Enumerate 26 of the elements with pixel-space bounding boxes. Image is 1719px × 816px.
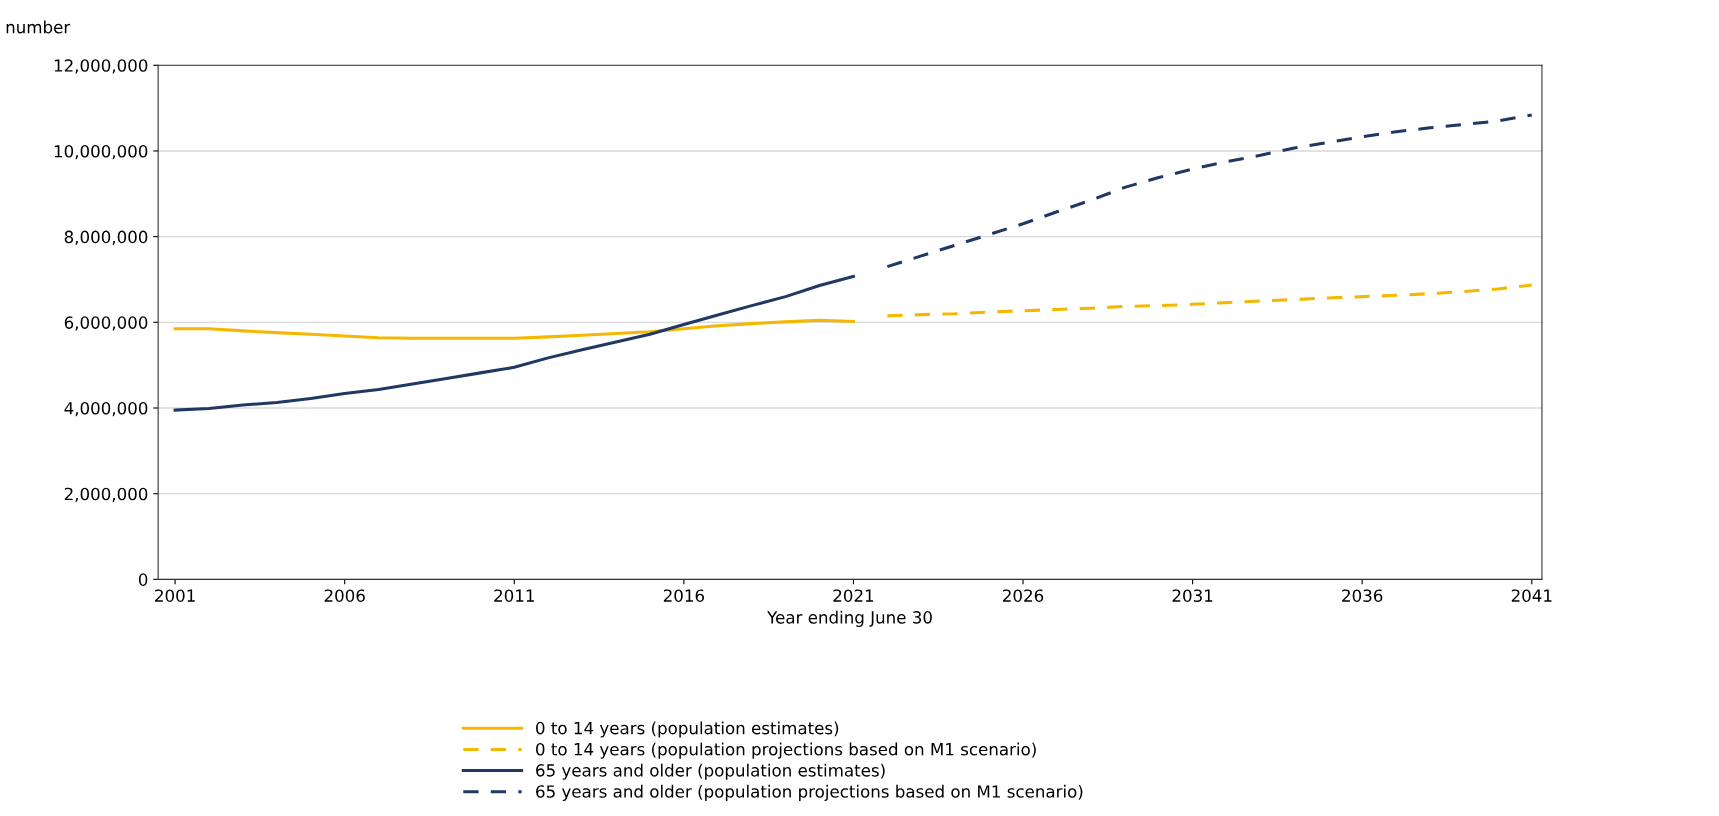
legend-label: 0 to 14 years (population estimates) <box>536 721 839 738</box>
y-tick-label: 6,000,000 <box>64 316 148 331</box>
x-tick-label: 2036 <box>1342 589 1383 602</box>
x-tick-label: 2001 <box>155 589 195 602</box>
line-series <box>885 113 1534 269</box>
x-tick-label: 2041 <box>1511 589 1552 602</box>
y-tick-label: 8,000,000 <box>64 230 148 245</box>
y-tick-label: 0 <box>138 573 148 586</box>
legend-label: 65 years and older (population projections based on M1 scenario) <box>536 784 1083 801</box>
line-series <box>173 318 855 340</box>
y-axis-title: number <box>6 20 71 34</box>
x-axis-title: Year ending June 30 <box>767 610 932 627</box>
y-tick-label: 2,000,000 <box>64 487 148 502</box>
y-tick-label: 12,000,000 <box>54 59 148 74</box>
x-tick-label: 2011 <box>494 589 534 602</box>
x-tick-label: 2031 <box>1172 589 1213 602</box>
x-tick-label: 2006 <box>324 589 365 602</box>
x-tick-label: 2021 <box>833 589 874 602</box>
x-tick-label: 2016 <box>663 589 705 602</box>
x-tick-label: 2026 <box>1003 589 1044 602</box>
line-series <box>173 274 855 412</box>
y-tick-label: 10,000,000 <box>54 144 148 160</box>
y-tick-label: 4,000,000 <box>64 401 148 417</box>
legend-label: 65 years and older (population estimates) <box>536 763 885 780</box>
line-series <box>885 283 1534 318</box>
legend-label: 0 to 14 years (population projections based on M1 scenario) <box>536 742 1036 759</box>
